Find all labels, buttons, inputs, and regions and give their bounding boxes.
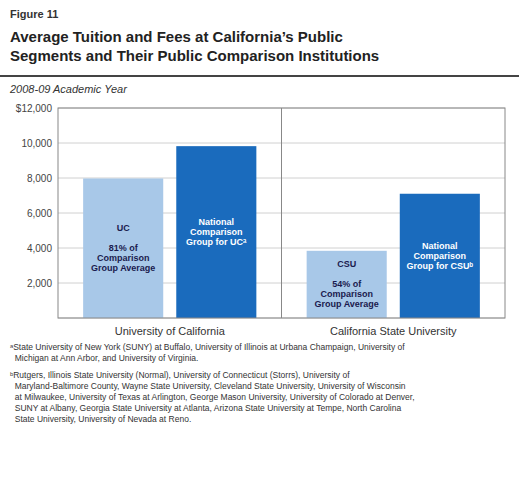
footnote: ᵃState University of New York (SUNY) at … xyxy=(10,342,405,363)
bar-label: CSU 54% ofComparisonGroup Average xyxy=(315,259,379,309)
tick-label: 8,000 xyxy=(27,173,52,184)
title: Average Tuition and Fees at California’s… xyxy=(10,28,379,64)
group-separator xyxy=(281,108,282,318)
footnote: ᵇRutgers, Illinois State University (Nor… xyxy=(10,370,415,424)
y-axis: 2,000 4,000 6,000 8,000 10,000 $12,000 xyxy=(16,103,505,319)
bar xyxy=(83,178,163,318)
bar xyxy=(400,194,480,318)
group-label: California State University xyxy=(330,325,457,337)
chart: Figure 11 Average Tuition and Fees at Cal… xyxy=(0,0,519,484)
group-label: University of California xyxy=(115,325,226,337)
bar xyxy=(176,146,256,318)
tick-label: 4,000 xyxy=(27,243,52,254)
bar-label: NationalComparisonGroup for UCᵃ xyxy=(186,217,247,247)
figure-label: Figure 11 xyxy=(10,8,58,20)
plot-frame xyxy=(58,108,505,318)
separator xyxy=(0,75,519,77)
bar-label: NationalComparisonGroup for CSUᵇ xyxy=(407,241,474,271)
tick-label: $12,000 xyxy=(16,103,53,114)
tick-label: 6,000 xyxy=(27,208,52,219)
bar-label: UC 81% ofComparisonGroup Average xyxy=(91,223,155,273)
bar xyxy=(307,251,387,318)
subtitle: 2008-09 Academic Year xyxy=(9,83,128,95)
tick-label: 10,000 xyxy=(21,138,52,149)
tick-label: 2,000 xyxy=(27,278,52,289)
